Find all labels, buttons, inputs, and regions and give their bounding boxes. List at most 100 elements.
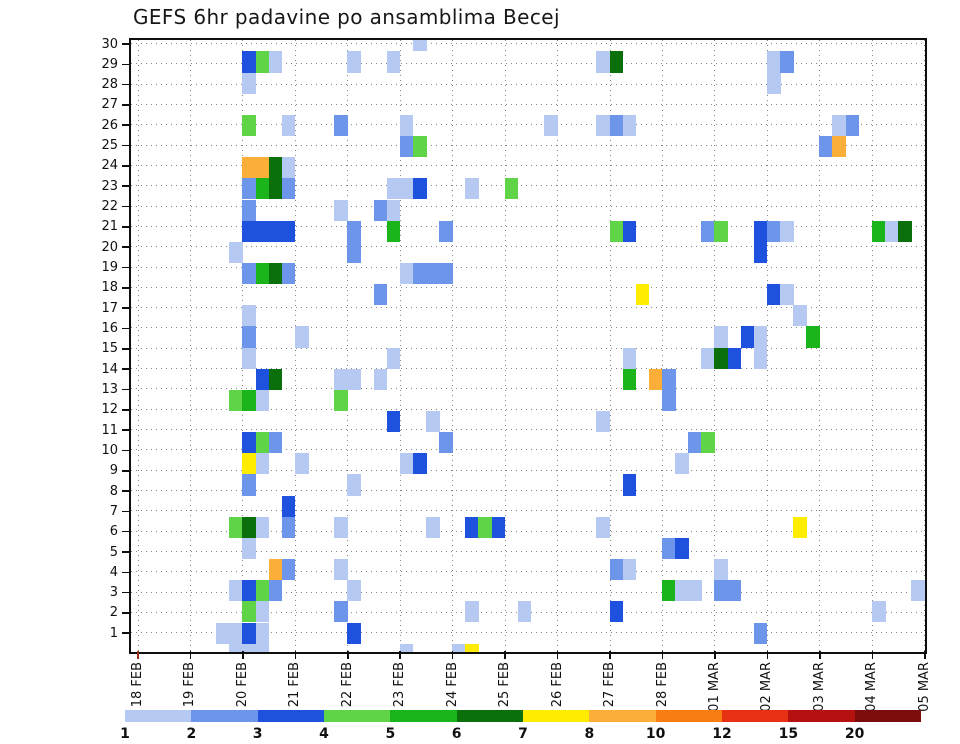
colorbar-label: 12 — [712, 725, 732, 742]
heatmap-cell — [268, 51, 283, 73]
grid-line-horizontal — [131, 205, 925, 207]
grid-line-horizontal — [131, 591, 925, 593]
heatmap-cell — [347, 474, 361, 496]
x-axis-tick — [871, 651, 874, 659]
y-axis-label: 10 — [101, 442, 118, 458]
heatmap-cell — [753, 326, 768, 348]
heatmap-cell — [609, 601, 624, 623]
x-axis-label: 19 FEB — [182, 662, 198, 708]
heatmap-cell — [334, 559, 348, 581]
heatmap-cell — [242, 114, 257, 137]
heatmap-cell — [255, 643, 270, 652]
heatmap-cell — [268, 178, 283, 200]
heatmap-cell — [609, 114, 624, 137]
y-axis-tick — [121, 591, 130, 594]
heatmap-cell — [701, 347, 716, 369]
heatmap-cell — [662, 537, 676, 560]
heatmap-cell — [399, 136, 414, 158]
colorbar-segment — [456, 709, 524, 722]
heatmap-cell — [242, 432, 257, 454]
heatmap-cell — [596, 114, 611, 137]
x-axis-tick — [609, 651, 611, 659]
heatmap-cell — [281, 262, 296, 285]
y-axis-tick — [121, 226, 130, 228]
heatmap-cell — [242, 72, 257, 94]
x-axis-label: 28 FEB — [654, 662, 670, 708]
colorbar-segment — [655, 709, 723, 722]
grid-line-horizontal — [131, 246, 925, 248]
colorbar-label: 10 — [645, 725, 666, 742]
grid-line-horizontal — [131, 327, 925, 329]
colorbar-label: 7 — [518, 725, 528, 742]
grid-line-horizontal — [131, 530, 925, 532]
heatmap-cell — [242, 178, 257, 200]
heatmap-cell — [334, 516, 348, 538]
heatmap-cell — [255, 262, 270, 285]
heatmap-cell — [268, 368, 283, 390]
heatmap-cell — [543, 114, 558, 137]
heatmap-cell — [675, 537, 689, 560]
heatmap-cell — [216, 622, 230, 644]
y-axis-label: 8 — [109, 483, 118, 499]
x-axis-label: 21 FEB — [287, 662, 303, 708]
grid-line-vertical — [924, 40, 925, 652]
heatmap-cell — [386, 347, 401, 369]
heatmap-cell — [242, 516, 257, 538]
y-axis-tick — [121, 348, 130, 350]
y-axis-tick — [121, 43, 130, 45]
heatmap-cell — [780, 284, 794, 306]
heatmap-cell — [242, 474, 257, 496]
y-axis-tick — [121, 388, 130, 391]
x-axis-tick — [294, 651, 297, 659]
heatmap-cell — [727, 580, 742, 602]
heatmap-cell — [242, 622, 257, 644]
y-axis-label: 2 — [109, 605, 118, 621]
heatmap-cell — [242, 389, 257, 411]
y-axis-tick — [121, 205, 130, 208]
heatmap-cell — [504, 178, 519, 200]
y-axis-label: 6 — [109, 524, 118, 540]
heatmap-cell — [662, 368, 676, 390]
x-axis-label: 05 MAR — [916, 662, 932, 712]
chart-title: GEFS 6hr padavine po ansamblima Becej — [133, 5, 560, 29]
colorbar-segment — [788, 709, 856, 722]
y-axis-label: 23 — [101, 178, 118, 194]
heatmap-cell — [255, 601, 270, 623]
heatmap-cell — [281, 495, 296, 517]
heatmap-cell — [255, 580, 270, 602]
heatmap-cell — [793, 516, 807, 538]
x-axis-tick — [189, 651, 192, 659]
heatmap-cell — [281, 178, 296, 200]
grid-line-horizontal — [131, 144, 925, 146]
heatmap-cell — [347, 51, 361, 73]
heatmap-cell — [268, 580, 283, 602]
heatmap-cell — [268, 262, 283, 285]
x-axis-label: 01 MAR — [706, 662, 722, 712]
grid-line-horizontal — [131, 286, 925, 288]
heatmap-cell — [229, 622, 243, 644]
heatmap-cell — [439, 432, 453, 454]
heatmap-cell — [412, 136, 427, 158]
grid-line-vertical — [189, 40, 191, 652]
heatmap-cell — [832, 136, 847, 158]
heatmap-cell — [491, 516, 506, 538]
heatmap-cell — [596, 51, 611, 73]
heatmap-cell — [294, 326, 309, 348]
heatmap-cell — [242, 199, 257, 221]
heatmap-cell — [675, 453, 689, 475]
heatmap-cell — [898, 220, 912, 242]
colorbar-segment — [854, 709, 922, 722]
heatmap-cell — [780, 220, 794, 242]
colorbar-label: 4 — [319, 725, 329, 742]
heatmap-cell — [255, 51, 270, 73]
colorbar-segment — [125, 709, 192, 722]
y-axis-tick — [121, 144, 130, 147]
y-axis-tick — [121, 185, 130, 188]
heatmap-cell — [766, 72, 781, 94]
heatmap-cell — [871, 220, 886, 242]
grid-line-horizontal — [131, 164, 925, 166]
colorbar-label: 8 — [584, 725, 595, 742]
heatmap-cell — [452, 643, 466, 652]
heatmap-cell — [242, 580, 257, 602]
heatmap-cell — [294, 453, 309, 475]
